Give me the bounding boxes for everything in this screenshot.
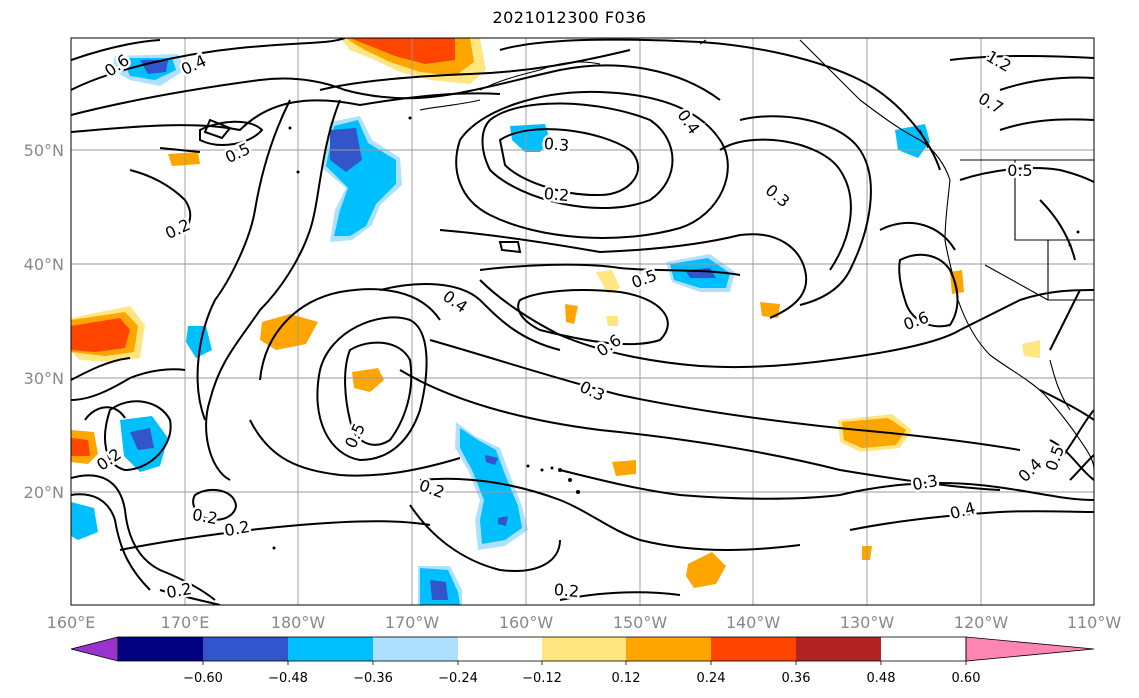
- lon-label: 120°W: [954, 613, 1009, 632]
- lon-label: 170°W: [385, 613, 440, 632]
- contour-label: 0.2: [553, 580, 580, 601]
- contour-label: 0.2: [165, 579, 193, 602]
- colorbar-tick: 0.24: [697, 671, 726, 686]
- colorbar-extend-left: [70, 636, 119, 662]
- colorbar-tick: −0.48: [268, 671, 308, 686]
- lat-axis: 50°N 40°N 30°N 20°N: [24, 141, 64, 502]
- colorbar-swatch: [542, 637, 626, 661]
- islands: [272, 116, 1080, 550]
- colorbar-tick: −0.12: [522, 671, 562, 686]
- colorbar-extend-right: [965, 636, 1095, 662]
- colorbar-tick: 0.12: [612, 671, 641, 686]
- colorbar-swatch: [626, 637, 711, 661]
- colorbar-swatch: [288, 637, 373, 661]
- lon-label: 110°W: [1067, 613, 1122, 632]
- lat-label: 20°N: [24, 483, 64, 502]
- plot-frame: [70, 37, 1095, 606]
- coastlines: [419, 39, 1094, 471]
- colorbar-tick: −0.24: [438, 671, 478, 686]
- colorbar: −0.60 −0.48 −0.36 −0.24 −0.12 0.12 0.24 …: [70, 636, 1095, 686]
- colorbar-tick: 0.60: [952, 671, 981, 686]
- lon-label: 130°W: [840, 613, 895, 632]
- lon-label: 160°W: [499, 613, 554, 632]
- colorbar-swatch: [458, 637, 542, 661]
- lat-label: 40°N: [24, 255, 64, 274]
- colorbar-swatch: [118, 637, 203, 661]
- lat-label: 50°N: [24, 141, 64, 160]
- contour-label: 0.5: [1007, 161, 1032, 180]
- contour-label: 0.2: [191, 505, 219, 528]
- lon-label: 170°E: [161, 613, 210, 632]
- colorbar-tick: −0.36: [353, 671, 393, 686]
- colorbar-swatch: [796, 637, 881, 661]
- colorbar-tick: −0.60: [183, 671, 223, 686]
- contour-label: 0.2: [543, 184, 570, 205]
- lon-label: 150°W: [613, 613, 668, 632]
- contour-lines: [71, 38, 1094, 605]
- colorbar-tick: 0.36: [782, 671, 811, 686]
- contour-label: 0.3: [543, 134, 570, 155]
- lat-label: 30°N: [24, 369, 64, 388]
- colorbar-swatch: [711, 637, 796, 661]
- colorbar-swatch: [373, 637, 458, 661]
- colorbar-swatch: [203, 637, 288, 661]
- lon-label: 160°E: [47, 613, 96, 632]
- lon-axis: 160°E 170°E 180°W 170°W 160°W 150°W 140°…: [47, 613, 1122, 632]
- colorbar-tick: 0.48: [867, 671, 896, 686]
- lon-label: 140°W: [726, 613, 781, 632]
- map-title: 2021012300 F036: [492, 8, 647, 27]
- lon-label: 180°W: [271, 613, 326, 632]
